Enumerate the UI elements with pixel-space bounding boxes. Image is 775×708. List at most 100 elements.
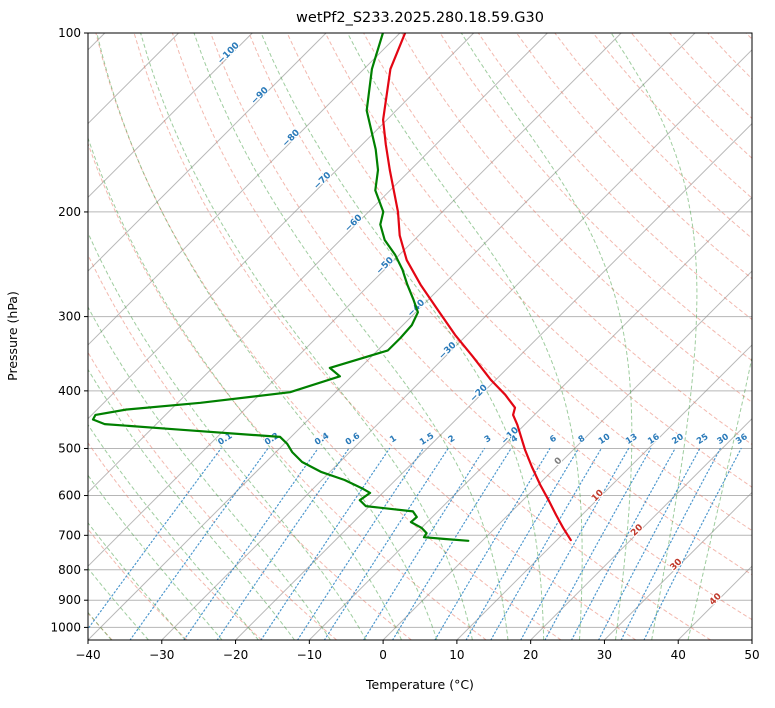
- moist-adiabat-line: [88, 474, 223, 640]
- dry-adiabat-line: [554, 33, 752, 239]
- isotherm-line: [88, 33, 401, 346]
- isotherm-label: −80: [281, 128, 302, 149]
- dry-adiabat-line: [745, 33, 752, 40]
- isotherm-label: −60: [343, 213, 364, 234]
- dry-adiabat-line: [669, 33, 752, 120]
- y-tick-label: 800: [58, 563, 81, 577]
- dry-adiabat-line: [88, 528, 188, 640]
- y-tick-label: 100: [58, 26, 81, 40]
- moist-adiabat-line: [88, 423, 259, 640]
- dry-adiabat-line: [88, 253, 412, 640]
- dewpoint-curve: [91, 33, 470, 542]
- x-axis-label: Temperature (°C): [365, 677, 474, 692]
- mixing-ratio-label: 4: [509, 434, 519, 446]
- mixing-ratio-label: 30: [716, 432, 731, 447]
- generated-plot-content: −100−90−80−70−60−50−40−30−20−10010203040…: [50, 26, 759, 662]
- dry-adiabat-line: [707, 33, 752, 80]
- y-tick-label: 600: [58, 489, 81, 503]
- dry-adiabat-line: [88, 351, 337, 640]
- x-tick-label: −10: [297, 648, 322, 662]
- moist-adiabat-line: [88, 136, 402, 640]
- y-tick-label: 700: [58, 528, 81, 542]
- plot-area: −100−90−80−70−60−50−40−30−20−10010203040…: [88, 33, 752, 640]
- mixing-ratio-line: [183, 447, 319, 640]
- isotherm-label: −70: [312, 170, 333, 191]
- mixing-ratio-line: [598, 447, 701, 640]
- y-tick-label: 900: [58, 593, 81, 607]
- isotherm-label: −100: [216, 41, 242, 67]
- isotherm-label: 20: [629, 523, 645, 539]
- moist-adiabat-line: [347, 33, 583, 640]
- mixing-ratio-line: [465, 447, 580, 640]
- isotherm-line: [308, 196, 752, 640]
- y-tick-label: 1000: [50, 620, 81, 634]
- y-tick-label: 400: [58, 384, 81, 398]
- x-tick-label: −40: [75, 648, 100, 662]
- plot-border: [87, 32, 753, 641]
- moist-adiabat-line: [610, 33, 698, 640]
- y-tick-label: 200: [58, 205, 81, 219]
- x-tick-label: 0: [379, 648, 387, 662]
- isotherm-line: [88, 33, 179, 125]
- dry-adiabat-line: [324, 33, 752, 488]
- isotherm-line: [456, 344, 752, 640]
- moist-adiabat-line: [88, 521, 186, 640]
- dry-adiabat-line: [210, 33, 752, 621]
- mixing-ratio-line: [297, 447, 424, 640]
- mixing-ratio-line: [392, 447, 512, 640]
- isotherm-label: 0: [553, 456, 565, 468]
- mixing-ratio-label: 6: [548, 434, 558, 446]
- dry-adiabat-line: [477, 33, 752, 321]
- dry-adiabat-line: [88, 441, 263, 640]
- mixing-ratio-label: 20: [670, 432, 685, 447]
- y-tick-label: 500: [58, 441, 81, 455]
- isotherm-line: [677, 565, 752, 640]
- isotherm-label: −90: [250, 85, 271, 106]
- mixing-ratio-label: 25: [695, 432, 710, 447]
- mixing-ratio-label: 16: [646, 432, 661, 447]
- mixing-ratio-line: [260, 447, 391, 640]
- mixing-ratio-line: [520, 447, 630, 640]
- isotherm-line: [88, 33, 696, 640]
- dry-adiabat-line: [133, 33, 637, 640]
- chart-title: wetPf2_S233.2025.280.18.59.G30: [296, 10, 544, 26]
- x-tick-label: −30: [149, 648, 174, 662]
- x-tick-label: 50: [744, 648, 759, 662]
- mixing-ratio-label: 0.6: [344, 431, 362, 448]
- moist-adiabat-line: [687, 355, 752, 640]
- mixing-ratio-label: 0.4: [313, 431, 331, 448]
- mixing-ratio-label: 0.2: [263, 431, 281, 448]
- isotherm-label: 30: [669, 557, 685, 573]
- x-tick-label: 20: [523, 648, 538, 662]
- mixing-ratio-line: [490, 447, 602, 640]
- moist-adiabat-line: [88, 231, 367, 640]
- mixing-ratio-label: 8: [577, 434, 587, 446]
- mixing-ratio-line: [216, 447, 350, 640]
- dry-adiabat-line: [592, 33, 752, 199]
- isotherm-line: [530, 417, 752, 640]
- x-tick-label: −20: [223, 648, 248, 662]
- mixing-ratio-label: 1.5: [418, 431, 436, 448]
- mixing-ratio-line: [129, 447, 269, 640]
- mixing-ratio-label: 13: [624, 432, 639, 447]
- isotherm-line: [604, 491, 752, 640]
- x-tick-label: 40: [671, 648, 686, 662]
- mixing-ratio-line: [88, 447, 222, 630]
- dry-adiabat-line: [95, 33, 562, 640]
- temperature-curve: [382, 33, 572, 542]
- dry-adiabat-line: [248, 33, 752, 576]
- mixing-ratio-line: [363, 447, 485, 640]
- dry-adiabat-line: [286, 33, 752, 532]
- mixing-ratio-line: [544, 447, 652, 640]
- isotherm-line: [88, 33, 622, 567]
- x-tick-label: 30: [597, 648, 612, 662]
- moist-adiabat-line: [88, 306, 331, 640]
- isotherm-line: [88, 33, 548, 494]
- y-tick-label: 300: [58, 310, 81, 324]
- isotherm-line: [161, 49, 752, 640]
- moist-adiabat-line: [193, 33, 509, 640]
- isotherm-label: 10: [590, 488, 606, 504]
- dry-adiabat-line: [439, 33, 752, 362]
